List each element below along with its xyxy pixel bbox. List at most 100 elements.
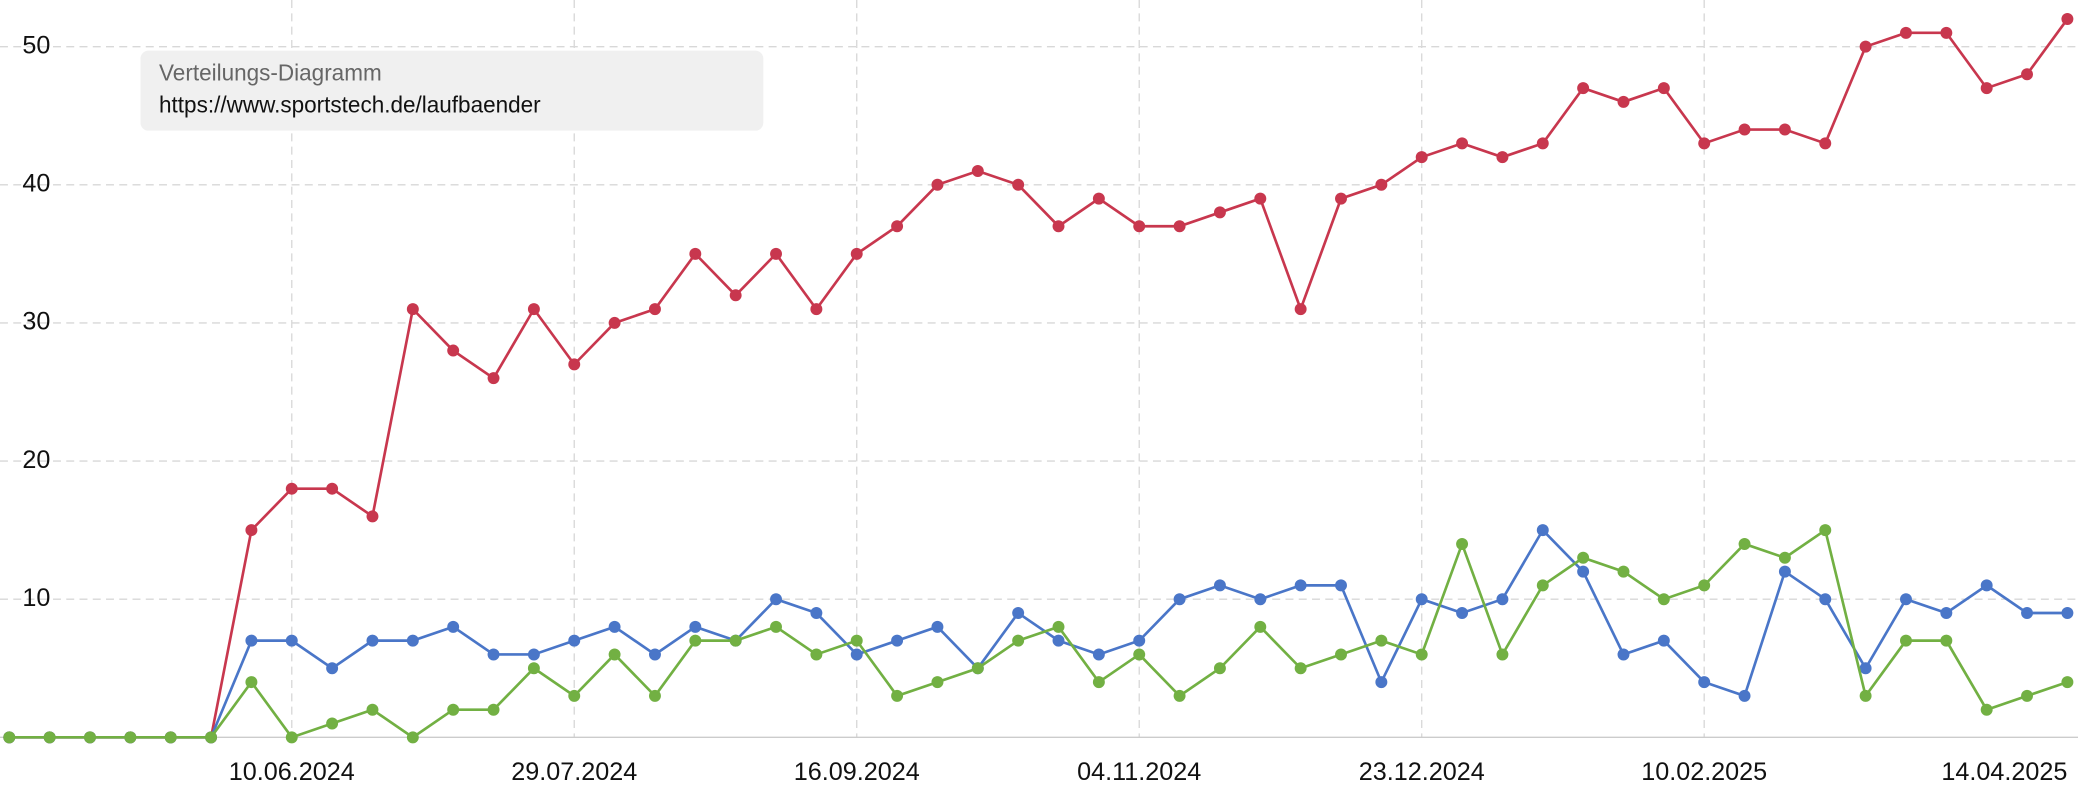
info-title: Verteilungs-Diagramm [159,61,382,86]
data-point [245,634,258,647]
data-point [285,731,298,744]
data-point [285,482,298,495]
info-box [140,50,764,131]
data-point [1052,620,1065,633]
data-point [931,676,944,689]
data-point [810,303,823,316]
data-point [1819,593,1832,606]
data-point [608,316,621,329]
data-point [527,662,540,675]
data-point [2061,676,2074,689]
data-point [245,676,258,689]
y-tick-label: 10 [22,584,50,612]
data-point [1133,634,1146,647]
data-point [487,703,500,716]
data-point [1456,137,1469,150]
data-point [1980,82,1993,95]
data-point [1940,607,1953,620]
data-point [1657,82,1670,95]
data-point [1536,579,1549,592]
data-point [648,689,661,702]
data-point [1657,634,1670,647]
data-point [1294,662,1307,675]
data-point [931,620,944,633]
data-point [1052,634,1065,647]
data-point [608,648,621,661]
data-point [568,358,581,371]
data-point [447,344,460,357]
data-point [1254,192,1267,205]
data-point [891,689,904,702]
data-point [285,634,298,647]
data-point [1294,303,1307,316]
data-point [689,247,702,260]
data-point [406,634,419,647]
data-point [447,703,460,716]
data-point [1012,607,1025,620]
data-point [487,372,500,385]
data-point [406,303,419,316]
data-point [971,662,984,675]
data-point [1213,579,1226,592]
data-point [1092,676,1105,689]
data-point [326,482,339,495]
data-point [1577,82,1590,95]
x-tick-label: 23.12.2024 [1359,758,1485,786]
data-point [1375,634,1388,647]
data-point [850,648,863,661]
data-point [1980,579,1993,592]
data-point [366,703,379,716]
x-tick-label: 04.11.2024 [1077,758,1201,786]
data-point [1577,551,1590,564]
data-point [1335,648,1347,661]
data-point [1173,689,1186,702]
data-point [366,634,379,647]
data-point [1456,537,1469,550]
data-point [1778,551,1791,564]
data-point [1133,220,1146,233]
data-point [1698,137,1711,150]
series-line [9,18,2069,739]
data-point [1859,662,1872,675]
data-point [1133,648,1146,661]
data-point [1254,593,1267,606]
data-point [43,731,56,744]
data-point [1415,593,1428,606]
data-point [1778,565,1791,578]
data-point [1738,123,1751,136]
data-point [1738,689,1751,702]
data-point [1213,662,1226,675]
data-point [487,648,500,661]
data-point [931,178,944,191]
data-point [164,731,177,744]
data-point [1254,620,1267,633]
data-point [608,620,621,633]
data-point [1940,634,1953,647]
data-point [1698,676,1711,689]
data-point [1092,192,1105,205]
data-point [568,634,581,647]
data-point [1900,26,1912,39]
data-point [1940,26,1953,39]
y-tick-label: 30 [22,308,50,336]
data-point [1375,676,1388,689]
data-point [850,634,863,647]
data-point [1617,95,1630,108]
series-line [9,527,2068,739]
x-tick-label: 10.02.2025 [1641,758,1767,786]
series-line [9,527,2068,739]
data-point [1012,634,1025,647]
data-point [1173,220,1186,233]
x-tick-label: 29.07.2024 [511,758,637,786]
data-point [850,247,863,260]
data-point [527,303,540,316]
data-point [1536,137,1549,150]
data-point [1859,689,1872,702]
data-point [971,164,984,177]
data-point [1456,607,1469,620]
data-point [689,634,702,647]
data-point [1496,593,1509,606]
data-point [1617,565,1630,578]
x-tick-label: 16.09.2024 [794,758,920,786]
